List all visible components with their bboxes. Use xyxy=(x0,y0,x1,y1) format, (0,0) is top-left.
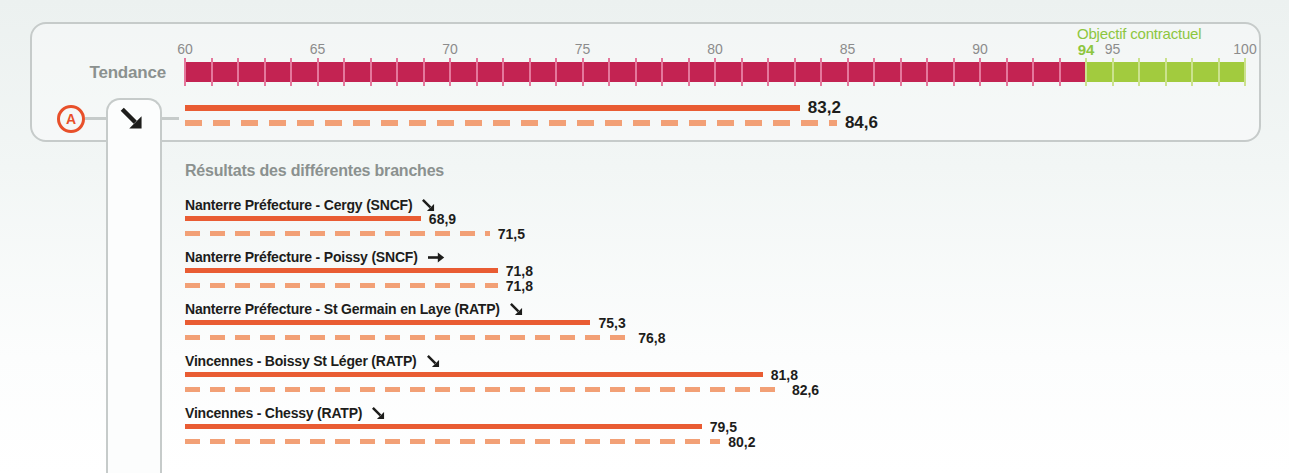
branch-dashed-row: 71,8 xyxy=(185,277,533,294)
branch-dashed-row: 76,8 xyxy=(185,329,665,346)
scale-tick xyxy=(608,58,610,86)
scale-tick-label: 60 xyxy=(165,41,205,57)
branch-solid-bar xyxy=(185,320,590,325)
branch-dashed-row: 80,2 xyxy=(185,433,756,450)
scale-tick-label: 75 xyxy=(563,41,603,57)
branch-solid-bar xyxy=(185,372,763,377)
scale-tick xyxy=(714,58,716,86)
scale-tick xyxy=(476,58,478,86)
objective-value-label: 94 xyxy=(1066,41,1106,58)
scale-tick xyxy=(794,58,796,86)
branch-dashed-bar xyxy=(185,231,490,236)
scale-tick xyxy=(317,58,319,86)
scale-tick xyxy=(423,58,425,86)
scale-tick xyxy=(820,58,822,86)
scale-tick xyxy=(1085,58,1087,86)
scale-tick xyxy=(900,58,902,86)
scale-tick xyxy=(396,58,398,86)
overall-solid-bar xyxy=(185,105,800,111)
scale-tick xyxy=(343,58,345,86)
branch-dashed-value: 71,5 xyxy=(498,226,525,242)
branch-dashed-row: 71,5 xyxy=(185,225,525,242)
scale-bar xyxy=(185,62,1245,82)
branch-dashed-bar xyxy=(185,387,784,392)
scale-tick-label: 90 xyxy=(960,41,1000,57)
overall-trend-icon-slot xyxy=(119,106,147,134)
scale-tick xyxy=(449,58,451,86)
scale-tick xyxy=(370,58,372,86)
scale-tick xyxy=(1032,58,1034,86)
scale-tick xyxy=(502,58,504,86)
scale-tick-label: 65 xyxy=(298,41,338,57)
scale-tick xyxy=(847,58,849,86)
overall-dashed-bar xyxy=(185,120,837,126)
scale-tick xyxy=(688,58,690,86)
scale-tick-label: 100 xyxy=(1225,41,1265,57)
connector-left xyxy=(85,117,106,120)
scale-tick xyxy=(1218,58,1220,86)
tendance-label: Tendance xyxy=(58,63,166,83)
scale-tick xyxy=(661,58,663,86)
scale-tick xyxy=(237,58,239,86)
branches-section-title: Résultats des différentes branches xyxy=(185,162,444,180)
branch-dashed-bar xyxy=(185,335,630,340)
branch-dashed-bar xyxy=(185,283,498,288)
scale-tick xyxy=(264,58,266,86)
branch-dashed-bar xyxy=(185,439,720,444)
scale-tick-label: 80 xyxy=(695,41,735,57)
overall-dashed-row: 84,6 xyxy=(185,113,878,132)
branch-dashed-value: 80,2 xyxy=(728,434,755,450)
trend-column-box xyxy=(106,98,162,473)
scale-tick xyxy=(635,58,637,86)
overall-dashed-value: 84,6 xyxy=(845,113,878,133)
branch-dashed-value: 76,8 xyxy=(638,330,665,346)
scale-tick xyxy=(979,58,981,86)
line-a-badge: A xyxy=(57,105,85,133)
trend-down-icon xyxy=(119,106,145,132)
branch-solid-bar xyxy=(185,216,421,221)
scale-tick xyxy=(555,58,557,86)
branch-solid-bar xyxy=(185,268,498,273)
scale-tick-label: 85 xyxy=(828,41,868,57)
scale-tick xyxy=(953,58,955,86)
scale-tick xyxy=(1006,58,1008,86)
scale-tick xyxy=(582,58,584,86)
scale-tick xyxy=(1165,58,1167,86)
scale-tick xyxy=(184,58,186,86)
scale-tick xyxy=(1138,58,1140,86)
scale-tick-labels: 606570758085909510094 xyxy=(185,41,1245,57)
scale-tick xyxy=(1059,58,1061,86)
branch-solid-bar xyxy=(185,424,702,429)
branch-dashed-value: 71,8 xyxy=(506,278,533,294)
scale-tick xyxy=(767,58,769,86)
scale-tick-label: 70 xyxy=(430,41,470,57)
scale-tick xyxy=(1191,58,1193,86)
scale-tick xyxy=(741,58,743,86)
branch-dashed-value: 82,6 xyxy=(792,382,819,398)
branch-dashed-row: 82,6 xyxy=(185,381,819,398)
scale-tick xyxy=(873,58,875,86)
scale-tick xyxy=(926,58,928,86)
scale-tick xyxy=(290,58,292,86)
scale-tick xyxy=(529,58,531,86)
objective-title: Objectif contractuel xyxy=(1077,25,1201,42)
scale-tick xyxy=(1244,58,1246,86)
scale-tick xyxy=(1112,58,1114,86)
scale-tick xyxy=(211,58,213,86)
